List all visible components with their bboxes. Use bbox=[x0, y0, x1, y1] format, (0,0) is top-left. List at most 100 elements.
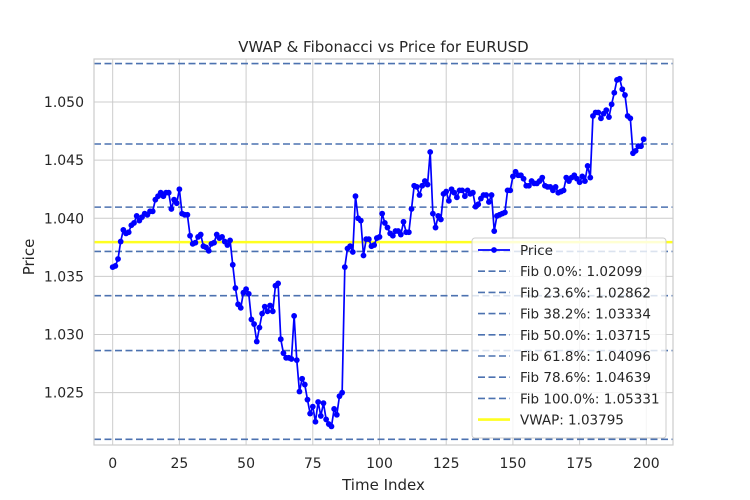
price-point bbox=[632, 147, 639, 154]
x-axis-title: Time Index bbox=[341, 476, 425, 494]
price-point bbox=[488, 192, 495, 198]
price-point bbox=[133, 213, 140, 219]
price-point bbox=[381, 220, 388, 226]
x-tick-label: 125 bbox=[433, 456, 460, 472]
chart-title: VWAP & Fibonacci vs Price for EURUSD bbox=[238, 38, 529, 56]
price-point bbox=[622, 92, 628, 98]
price-point bbox=[507, 187, 514, 194]
price-point bbox=[245, 290, 252, 297]
price-point bbox=[299, 375, 306, 382]
x-tick-label: 25 bbox=[170, 456, 188, 472]
price-point bbox=[341, 264, 348, 271]
x-tick-label: 150 bbox=[500, 456, 527, 472]
x-tick-label: 50 bbox=[237, 456, 255, 472]
x-tick-label: 100 bbox=[366, 456, 393, 472]
price-point bbox=[560, 187, 567, 194]
price-point bbox=[539, 174, 546, 181]
price-point bbox=[333, 411, 340, 418]
price-point bbox=[459, 187, 466, 194]
price-point bbox=[165, 189, 172, 196]
price-point bbox=[259, 310, 265, 317]
price-point bbox=[317, 413, 324, 419]
price-point bbox=[432, 224, 439, 231]
plot-frame bbox=[93, 58, 674, 446]
price-point bbox=[256, 324, 263, 331]
price-point bbox=[261, 303, 268, 310]
price-point bbox=[424, 181, 431, 188]
price-point bbox=[469, 189, 476, 196]
price-point bbox=[349, 249, 356, 255]
price-point bbox=[400, 218, 407, 225]
x-tick-label: 200 bbox=[633, 456, 660, 472]
price-point bbox=[307, 410, 314, 417]
price-point bbox=[397, 231, 404, 238]
price-point bbox=[419, 182, 426, 189]
price-point bbox=[437, 216, 444, 223]
price-point bbox=[552, 183, 559, 190]
price-point bbox=[251, 321, 257, 327]
price-point bbox=[579, 173, 586, 180]
price-point bbox=[205, 247, 212, 254]
legend-entry-label: Fib 50.0%: 1.03715 bbox=[520, 328, 651, 344]
legend-entry-label: Fib 38.2%: 1.03334 bbox=[520, 307, 651, 323]
price-point bbox=[365, 236, 372, 243]
price-point bbox=[405, 229, 412, 236]
price-point bbox=[360, 252, 367, 259]
price-point bbox=[280, 350, 287, 357]
price-point bbox=[219, 233, 225, 240]
price-point bbox=[229, 261, 236, 268]
price-point bbox=[485, 199, 492, 205]
price-point bbox=[253, 338, 260, 345]
price-point bbox=[595, 109, 602, 116]
price-point bbox=[584, 163, 591, 169]
price-point bbox=[445, 197, 452, 204]
price-point bbox=[112, 263, 119, 269]
price-point bbox=[331, 406, 338, 412]
price-point bbox=[131, 220, 137, 226]
price-point bbox=[389, 232, 396, 239]
price-point bbox=[243, 286, 249, 293]
y-tick-label: 1.045 bbox=[44, 153, 84, 169]
price-point bbox=[267, 302, 273, 309]
price-point bbox=[510, 173, 516, 180]
price-point bbox=[277, 336, 284, 343]
price-point bbox=[416, 192, 423, 198]
x-tick-label: 175 bbox=[566, 456, 593, 472]
price-point bbox=[483, 192, 490, 198]
price-point bbox=[598, 115, 604, 122]
price-point bbox=[429, 210, 436, 217]
price-point bbox=[176, 186, 183, 193]
x-tick-label: 0 bbox=[108, 456, 117, 472]
y-axis-title: Price bbox=[20, 239, 38, 276]
price-point bbox=[427, 149, 434, 155]
axes: 0 25 50 75 100 125 150 175 200 1.025 1.030 1.035 1.0… bbox=[44, 58, 674, 472]
price-point bbox=[502, 209, 508, 216]
price-point bbox=[211, 239, 217, 246]
price-point bbox=[606, 114, 612, 121]
y-tick-label: 1.035 bbox=[44, 269, 84, 285]
legend-entry-label: Fib 78.6%: 1.04639 bbox=[520, 370, 651, 386]
price-point bbox=[376, 233, 383, 240]
price-point bbox=[339, 389, 346, 396]
legend-entry-label: VWAP: 1.03795 bbox=[520, 413, 624, 429]
price-point bbox=[125, 229, 132, 236]
price-point bbox=[328, 423, 335, 430]
price-point bbox=[520, 175, 527, 182]
price-point bbox=[413, 183, 420, 190]
price-point bbox=[304, 396, 311, 403]
price-point bbox=[293, 357, 300, 364]
price-point bbox=[611, 89, 618, 96]
price-point bbox=[187, 232, 193, 239]
price-point bbox=[347, 243, 354, 250]
price-point bbox=[237, 304, 244, 311]
price-point bbox=[582, 178, 588, 184]
legend-entry-label: Fib 100.0%: 1.05331 bbox=[520, 391, 660, 407]
price-point bbox=[296, 388, 303, 395]
price-point bbox=[117, 238, 124, 245]
x-tick-label: 75 bbox=[304, 456, 322, 472]
legend-entry-label: Price bbox=[520, 243, 553, 259]
price-point bbox=[192, 239, 199, 246]
price-point bbox=[115, 256, 121, 262]
price-point bbox=[224, 242, 231, 248]
